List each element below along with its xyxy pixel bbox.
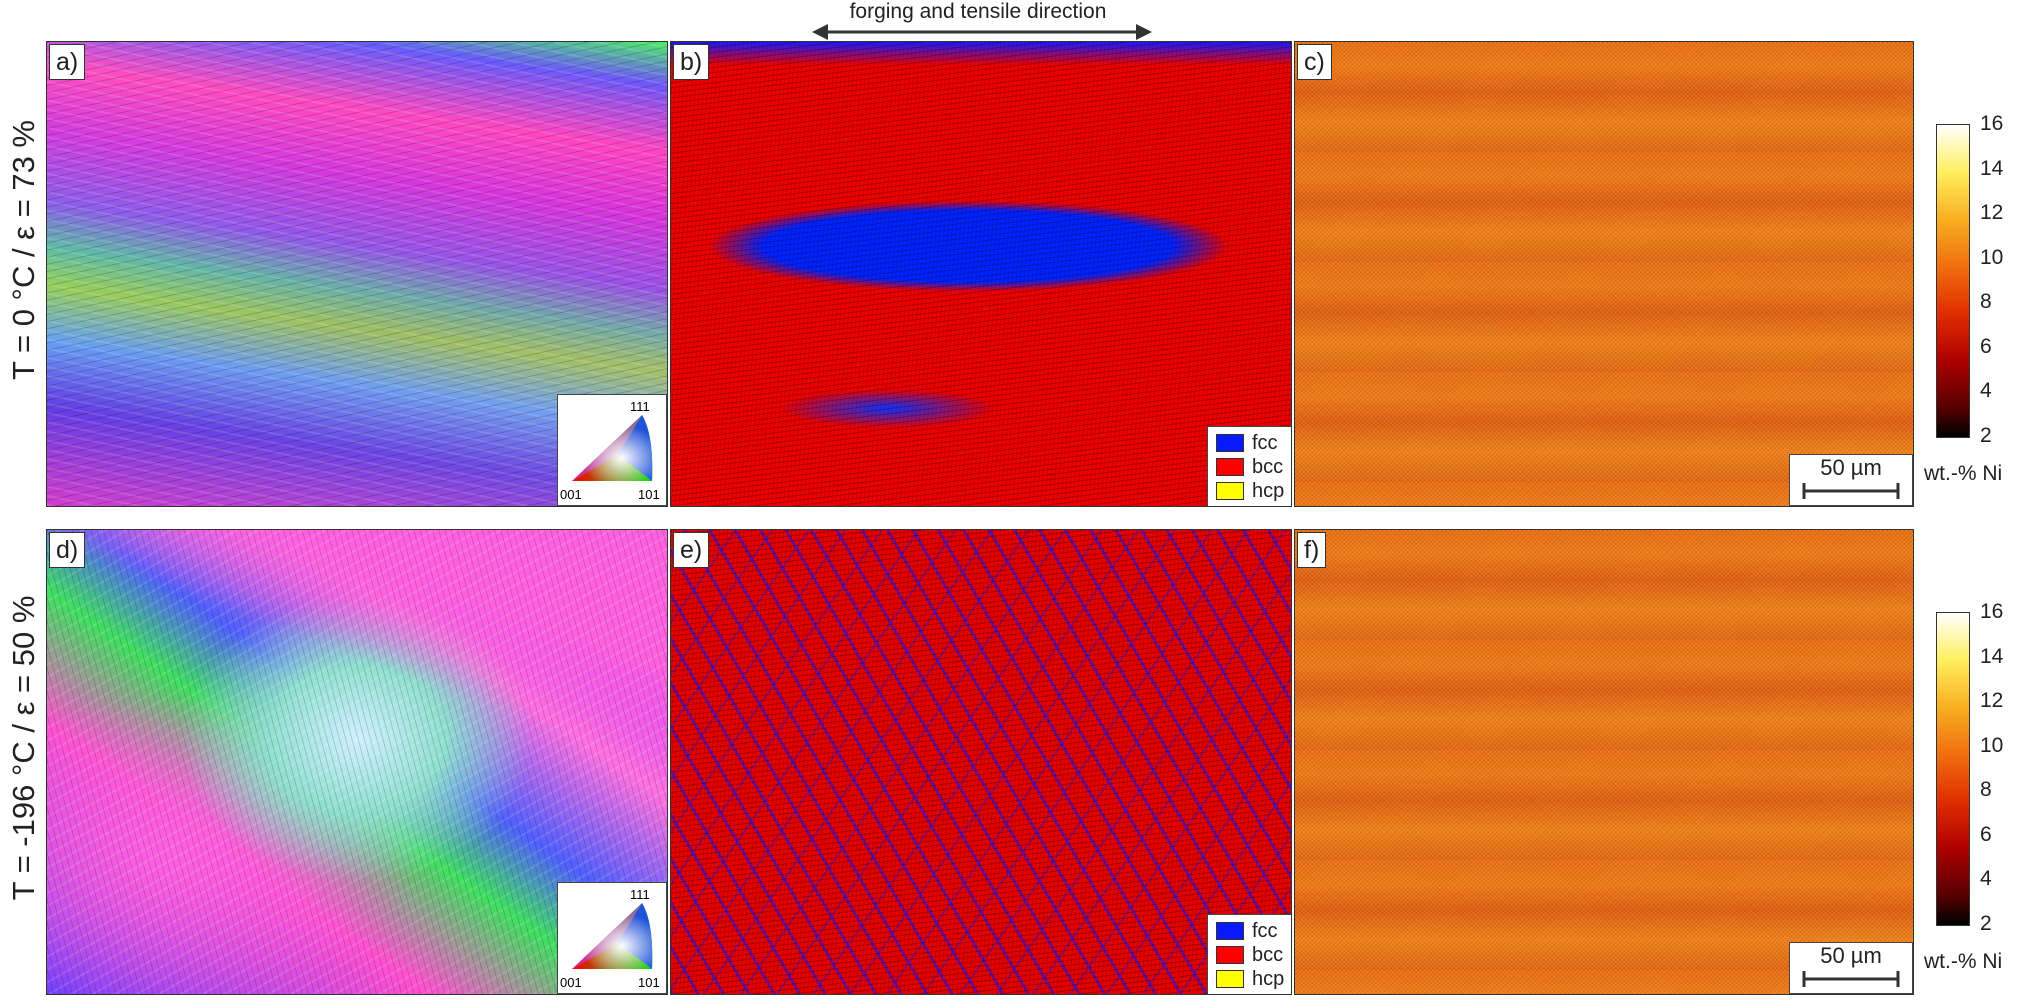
panel-label-f: f) [1297, 532, 1327, 568]
legend-item-hcp: hcp [1216, 967, 1284, 991]
legend-item-bcc: bcc [1216, 455, 1284, 479]
panel-a-ipf-map: a) 111 001 101 [46, 41, 668, 507]
direction-label: forging and tensile direction [849, 0, 1107, 23]
colorbar-tick: 6 [1980, 823, 1992, 846]
colorbar-tick: 12 [1980, 201, 2004, 224]
colorbar-tick: 14 [1980, 645, 2004, 668]
legend-item-fcc: fcc [1216, 431, 1284, 455]
panel-label-d: d) [49, 532, 86, 568]
colorbar-tick: 14 [1980, 157, 2004, 180]
bcc-swatch [1216, 458, 1244, 476]
colorbar-tick: 6 [1980, 335, 1992, 358]
panel-e-phase-map: e) fcc bcc hcp [670, 529, 1292, 995]
ipf-label-top: 111 [630, 887, 650, 902]
ipf-label-right: 101 [638, 487, 660, 502]
legend-label: bcc [1252, 944, 1284, 966]
legend-item-bcc: bcc [1216, 943, 1284, 967]
panel-c-ni-map: c) 50 µm [1294, 41, 1914, 507]
panel-f-ni-map: f) 50 µm [1294, 529, 1914, 995]
phase-legend: fcc bcc hcp [1207, 426, 1291, 506]
ipf-triangle-icon: 111 001 101 [560, 399, 660, 502]
colorbar-bottom: 16 14 12 10 8 6 4 2 [1936, 600, 2028, 935]
colorbar-tick: 12 [1980, 689, 2004, 712]
legend-item-hcp: hcp [1216, 479, 1284, 503]
scale-bar-label: 50 µm [1820, 943, 1882, 968]
legend-label: bcc [1252, 456, 1284, 478]
ipf-color-key: 111 001 101 [557, 882, 667, 994]
ipf-label-top: 111 [630, 399, 650, 414]
colorbar-gradient [1936, 124, 1970, 438]
ipf-color-key: 111 001 101 [557, 394, 667, 506]
ipf-triangle-icon: 111 001 101 [560, 887, 660, 990]
colorbar-tick: 8 [1980, 290, 1992, 313]
scale-bar-line [1802, 971, 1900, 987]
panel-b-phase-map: b) fcc bcc hcp [670, 41, 1292, 507]
row-label-top: T = 0 °C / ε = 73 % [6, 120, 41, 380]
scale-bar: 50 µm [1789, 454, 1913, 506]
legend-label: fcc [1252, 920, 1278, 942]
hcp-swatch [1216, 970, 1244, 988]
colorbar-tick: 2 [1980, 424, 1992, 447]
row-label-bottom: T = -196 °C / ε = 50 % [6, 595, 41, 901]
double-arrow-icon [812, 24, 1152, 40]
colorbar-top: 16 14 12 10 8 6 4 2 [1936, 112, 2028, 447]
panel-label-c: c) [1297, 44, 1332, 80]
colorbar-tick: 10 [1980, 734, 2004, 757]
scale-bar-label: 50 µm [1820, 455, 1882, 480]
ipf-label-left: 001 [560, 975, 582, 990]
panel-label-a: a) [49, 44, 86, 80]
colorbar-label-bottom: wt.-% Ni [1924, 950, 2003, 973]
fcc-swatch [1216, 922, 1244, 940]
colorbar-tick: 16 [1980, 112, 2004, 135]
colorbar-tick: 10 [1980, 246, 2004, 269]
panel-label-e: e) [673, 532, 710, 568]
hcp-swatch [1216, 482, 1244, 500]
phase-legend: fcc bcc hcp [1207, 914, 1291, 994]
bcc-swatch [1216, 946, 1244, 964]
ipf-label-right: 101 [638, 975, 660, 990]
ipf-label-left: 001 [560, 487, 582, 502]
colorbar-tick: 8 [1980, 778, 1992, 801]
scale-bar-line [1802, 483, 1900, 499]
colorbar-tick: 4 [1980, 379, 1992, 402]
colorbar-label-top: wt.-% Ni [1924, 462, 2003, 485]
colorbar-tick: 4 [1980, 867, 1992, 890]
colorbar-gradient [1936, 612, 1970, 926]
colorbar-tick: 2 [1980, 912, 1992, 935]
scale-bar: 50 µm [1789, 942, 1913, 994]
fcc-swatch [1216, 434, 1244, 452]
legend-item-fcc: fcc [1216, 919, 1284, 943]
legend-label: hcp [1252, 968, 1285, 990]
legend-label: fcc [1252, 432, 1278, 454]
panel-label-b: b) [673, 44, 710, 80]
panel-d-ipf-map: d) 111 001 101 [46, 529, 668, 995]
colorbar-tick: 16 [1980, 600, 2004, 623]
legend-label: hcp [1252, 480, 1285, 502]
